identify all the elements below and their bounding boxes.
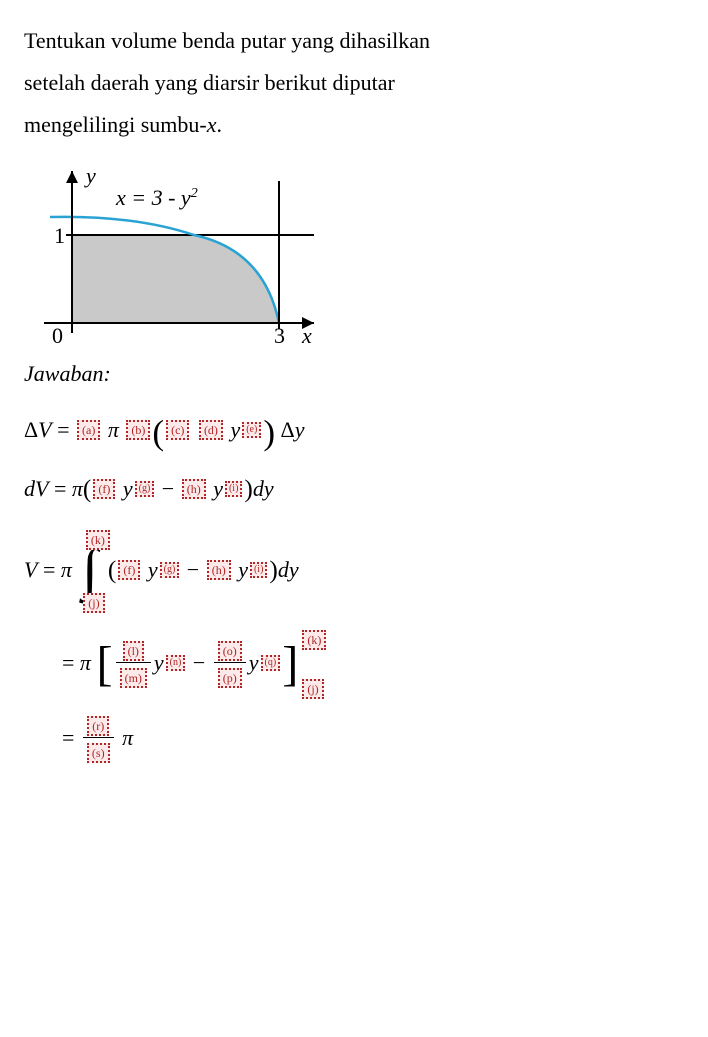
var-v: V — [38, 409, 51, 451]
blank-p[interactable]: (p) — [218, 668, 242, 688]
x-axis-label: x — [301, 323, 312, 345]
blank-h[interactable]: (h) — [182, 479, 206, 499]
blank-g[interactable]: (g) — [135, 481, 155, 497]
var-y-3: y — [213, 468, 223, 510]
paren-open-3: ( — [108, 546, 116, 594]
blank-g-2[interactable]: (g) — [160, 562, 180, 578]
y-axis-arrow — [66, 171, 78, 183]
pi-1: π — [108, 409, 119, 451]
shaded-region — [72, 235, 279, 323]
eq-dv: dV = π ( (f) y(g) − (h) y(i) )dy — [24, 465, 684, 513]
origin-label: 0 — [52, 323, 63, 345]
blank-h-2[interactable]: (h) — [207, 560, 231, 580]
minus-3: − — [193, 642, 205, 684]
pi-5: π — [122, 717, 133, 759]
blank-k-2[interactable]: (k) — [302, 630, 326, 650]
answer-label: Jawaban: — [24, 353, 684, 395]
eq-result: = (r) (s) π — [62, 713, 684, 763]
var-y-6: y — [154, 642, 164, 684]
blank-e[interactable]: (e) — [242, 422, 261, 438]
integral-symbol: (k) ∫ (j) — [76, 527, 104, 613]
fraction-1: (l) (m) — [116, 638, 151, 688]
paren-close-2: ) — [244, 465, 252, 513]
blank-s[interactable]: (s) — [87, 743, 110, 763]
blank-f[interactable]: (f) — [93, 479, 115, 499]
var-y-5: y — [238, 549, 248, 591]
minus-1: − — [162, 468, 174, 510]
question-line-3: mengelilingi sumbu-x. — [24, 104, 684, 146]
evaluation-limits: (k) (j) — [300, 627, 328, 699]
blank-f-2[interactable]: (f) — [118, 560, 140, 580]
question-line-2: setelah daerah yang diarsir berikut dipu… — [24, 62, 684, 104]
paren-close-3: ) — [269, 546, 277, 594]
blank-a[interactable]: (a) — [77, 420, 100, 440]
y-axis-label: y — [84, 163, 96, 188]
fraction-result: (r) (s) — [83, 713, 114, 763]
delta-symbol: Δ — [24, 409, 38, 451]
blank-n[interactable]: (n) — [166, 655, 186, 671]
fraction-2: (o) (p) — [214, 638, 246, 688]
var-y-2: y — [123, 468, 133, 510]
paren-open-2: ( — [83, 465, 91, 513]
blank-j[interactable]: (j) — [83, 593, 104, 613]
question-line-1: Tentukan volume benda putar yang dihasil… — [24, 20, 684, 62]
blank-i-2[interactable]: (i) — [250, 562, 267, 578]
blank-k[interactable]: (k) — [86, 530, 110, 550]
blank-m[interactable]: (m) — [120, 668, 147, 688]
blank-b[interactable]: (b) — [126, 420, 150, 440]
delta-y: Δy — [281, 409, 305, 451]
blank-j-2[interactable]: (j) — [302, 679, 323, 699]
blank-d[interactable]: (d) — [199, 420, 223, 440]
pi-4: π — [80, 642, 91, 684]
var-y-1: y — [230, 409, 240, 451]
blank-o[interactable]: (o) — [218, 641, 242, 661]
y-tick-1: 1 — [54, 223, 65, 248]
var-dv: dV — [24, 468, 48, 510]
curve-equation: x = 3 - y2 — [115, 185, 198, 210]
var-y-4: y — [148, 549, 158, 591]
var-y-7: y — [249, 642, 259, 684]
eq-integral: V = π (k) ∫ (j) ( (f) y(g) − (h) y(i) )d… — [24, 527, 684, 613]
pi-3: π — [61, 549, 72, 591]
blank-r[interactable]: (r) — [87, 716, 109, 736]
eq-delta-v: ΔV = (a) π (b) ( (c) (d) y(e) ) Δy — [24, 409, 684, 451]
blank-q[interactable]: (q) — [261, 655, 281, 671]
var-dy-1: dy — [253, 468, 274, 510]
blank-l[interactable]: (l) — [123, 641, 144, 661]
minus-2: − — [187, 549, 199, 591]
graph-figure: y x = 3 - y2 1 0 3 x — [24, 155, 324, 345]
blank-i[interactable]: (i) — [225, 481, 242, 497]
blank-c[interactable]: (c) — [166, 420, 189, 440]
eq-antiderivative: = π [ (l) (m) y(n) − (o) (p) y(q) ] (k) … — [62, 627, 684, 699]
var-dy-2: dy — [278, 549, 299, 591]
question-text: Tentukan volume benda putar yang dihasil… — [24, 20, 684, 145]
var-v-2: V — [24, 549, 37, 591]
x-tick-3: 3 — [274, 323, 285, 345]
pi-2: π — [72, 468, 83, 510]
